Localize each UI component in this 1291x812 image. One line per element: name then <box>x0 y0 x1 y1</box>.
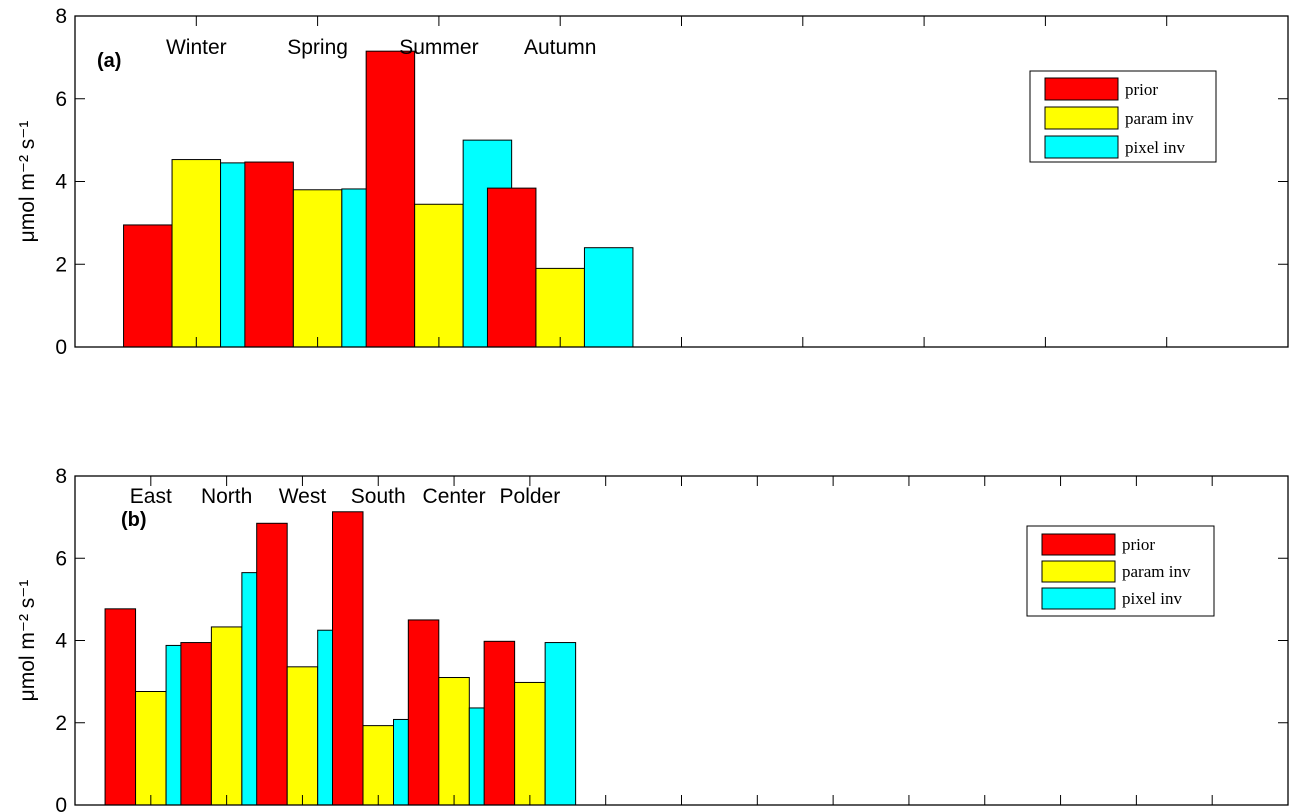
y-tick-label: 6 <box>55 88 67 111</box>
bar-west-prior <box>256 522 288 806</box>
bar-north-prior <box>180 642 212 806</box>
bar-spring-param-inv <box>292 189 343 348</box>
y-tick-label: 2 <box>55 712 67 735</box>
legend-swatch-prior <box>1044 77 1119 101</box>
bar-center-param-inv <box>438 677 470 806</box>
y-tick-label: 6 <box>55 547 67 570</box>
chart-panel-1: East North West South Center Polder 0 2 4 6 8 μmol … <box>16 465 1289 812</box>
legend-label: param inv <box>1125 109 1194 128</box>
legend-label: pixel inv <box>1125 138 1185 157</box>
bar-winter-param-inv <box>171 159 222 348</box>
category-label: Polder <box>500 485 561 508</box>
y-tick-label: 0 <box>55 336 67 359</box>
category-label: Winter <box>166 36 227 59</box>
legend: prior param inv pixel inv <box>1026 525 1215 617</box>
category-label: Spring <box>287 36 348 59</box>
y-tick-label: 8 <box>55 5 67 28</box>
bar-polder-param-inv <box>514 681 546 806</box>
legend-label: param inv <box>1122 562 1191 581</box>
bar-center-prior <box>407 619 440 806</box>
panel-label: (a) <box>97 50 121 72</box>
bar-autumn-param-inv <box>535 267 585 348</box>
bar-east-prior <box>104 608 137 806</box>
bar-summer-param-inv <box>414 203 464 348</box>
bar-east-param-inv <box>135 691 167 806</box>
category-label: Center <box>423 485 486 508</box>
y-tick-label: 4 <box>55 171 67 194</box>
bar-south-prior <box>332 511 364 806</box>
legend-label: pixel inv <box>1122 589 1182 608</box>
category-label: Autumn <box>524 36 596 59</box>
category-label: Summer <box>399 36 478 59</box>
legend-swatch-pixel-inv <box>1041 587 1116 610</box>
bar-polder-prior <box>483 640 516 806</box>
bar-autumn-prior <box>486 187 537 348</box>
legend-label: prior <box>1122 535 1155 554</box>
bar-polder-pixel-inv <box>544 642 577 806</box>
y-axis-label: μmol m⁻² s⁻¹ <box>16 121 39 243</box>
category-label: South <box>351 485 406 508</box>
y-tick-label: 0 <box>55 794 67 812</box>
y-axis-label: μmol m⁻² s⁻¹ <box>16 580 39 702</box>
legend-label: prior <box>1125 80 1158 99</box>
legend-swatch-param-inv <box>1044 106 1119 130</box>
y-tick-label: 4 <box>55 630 67 653</box>
category-label: West <box>279 485 327 508</box>
bar-west-param-inv <box>286 666 319 806</box>
legend-swatch-param-inv <box>1041 560 1116 583</box>
bar-south-param-inv <box>362 725 394 806</box>
legend-swatch-prior <box>1041 533 1116 556</box>
chart-panel-0: Winter Spring Summer Autumn 0 2 4 6 8 μmol m⁻² s⁻… <box>16 5 1289 359</box>
bar-winter-prior <box>123 224 173 348</box>
category-label: North <box>201 485 252 508</box>
legend-swatch-pixel-inv <box>1044 135 1119 159</box>
category-label: East <box>130 485 172 508</box>
bar-spring-prior <box>244 161 294 348</box>
bar-autumn-pixel-inv <box>583 247 634 348</box>
y-tick-label: 8 <box>55 465 67 488</box>
legend: prior param inv pixel inv <box>1029 70 1217 163</box>
bar-north-param-inv <box>210 626 243 806</box>
bar-summer-prior <box>365 50 416 348</box>
y-tick-label: 2 <box>55 253 67 276</box>
panel-label: (b) <box>121 509 147 531</box>
